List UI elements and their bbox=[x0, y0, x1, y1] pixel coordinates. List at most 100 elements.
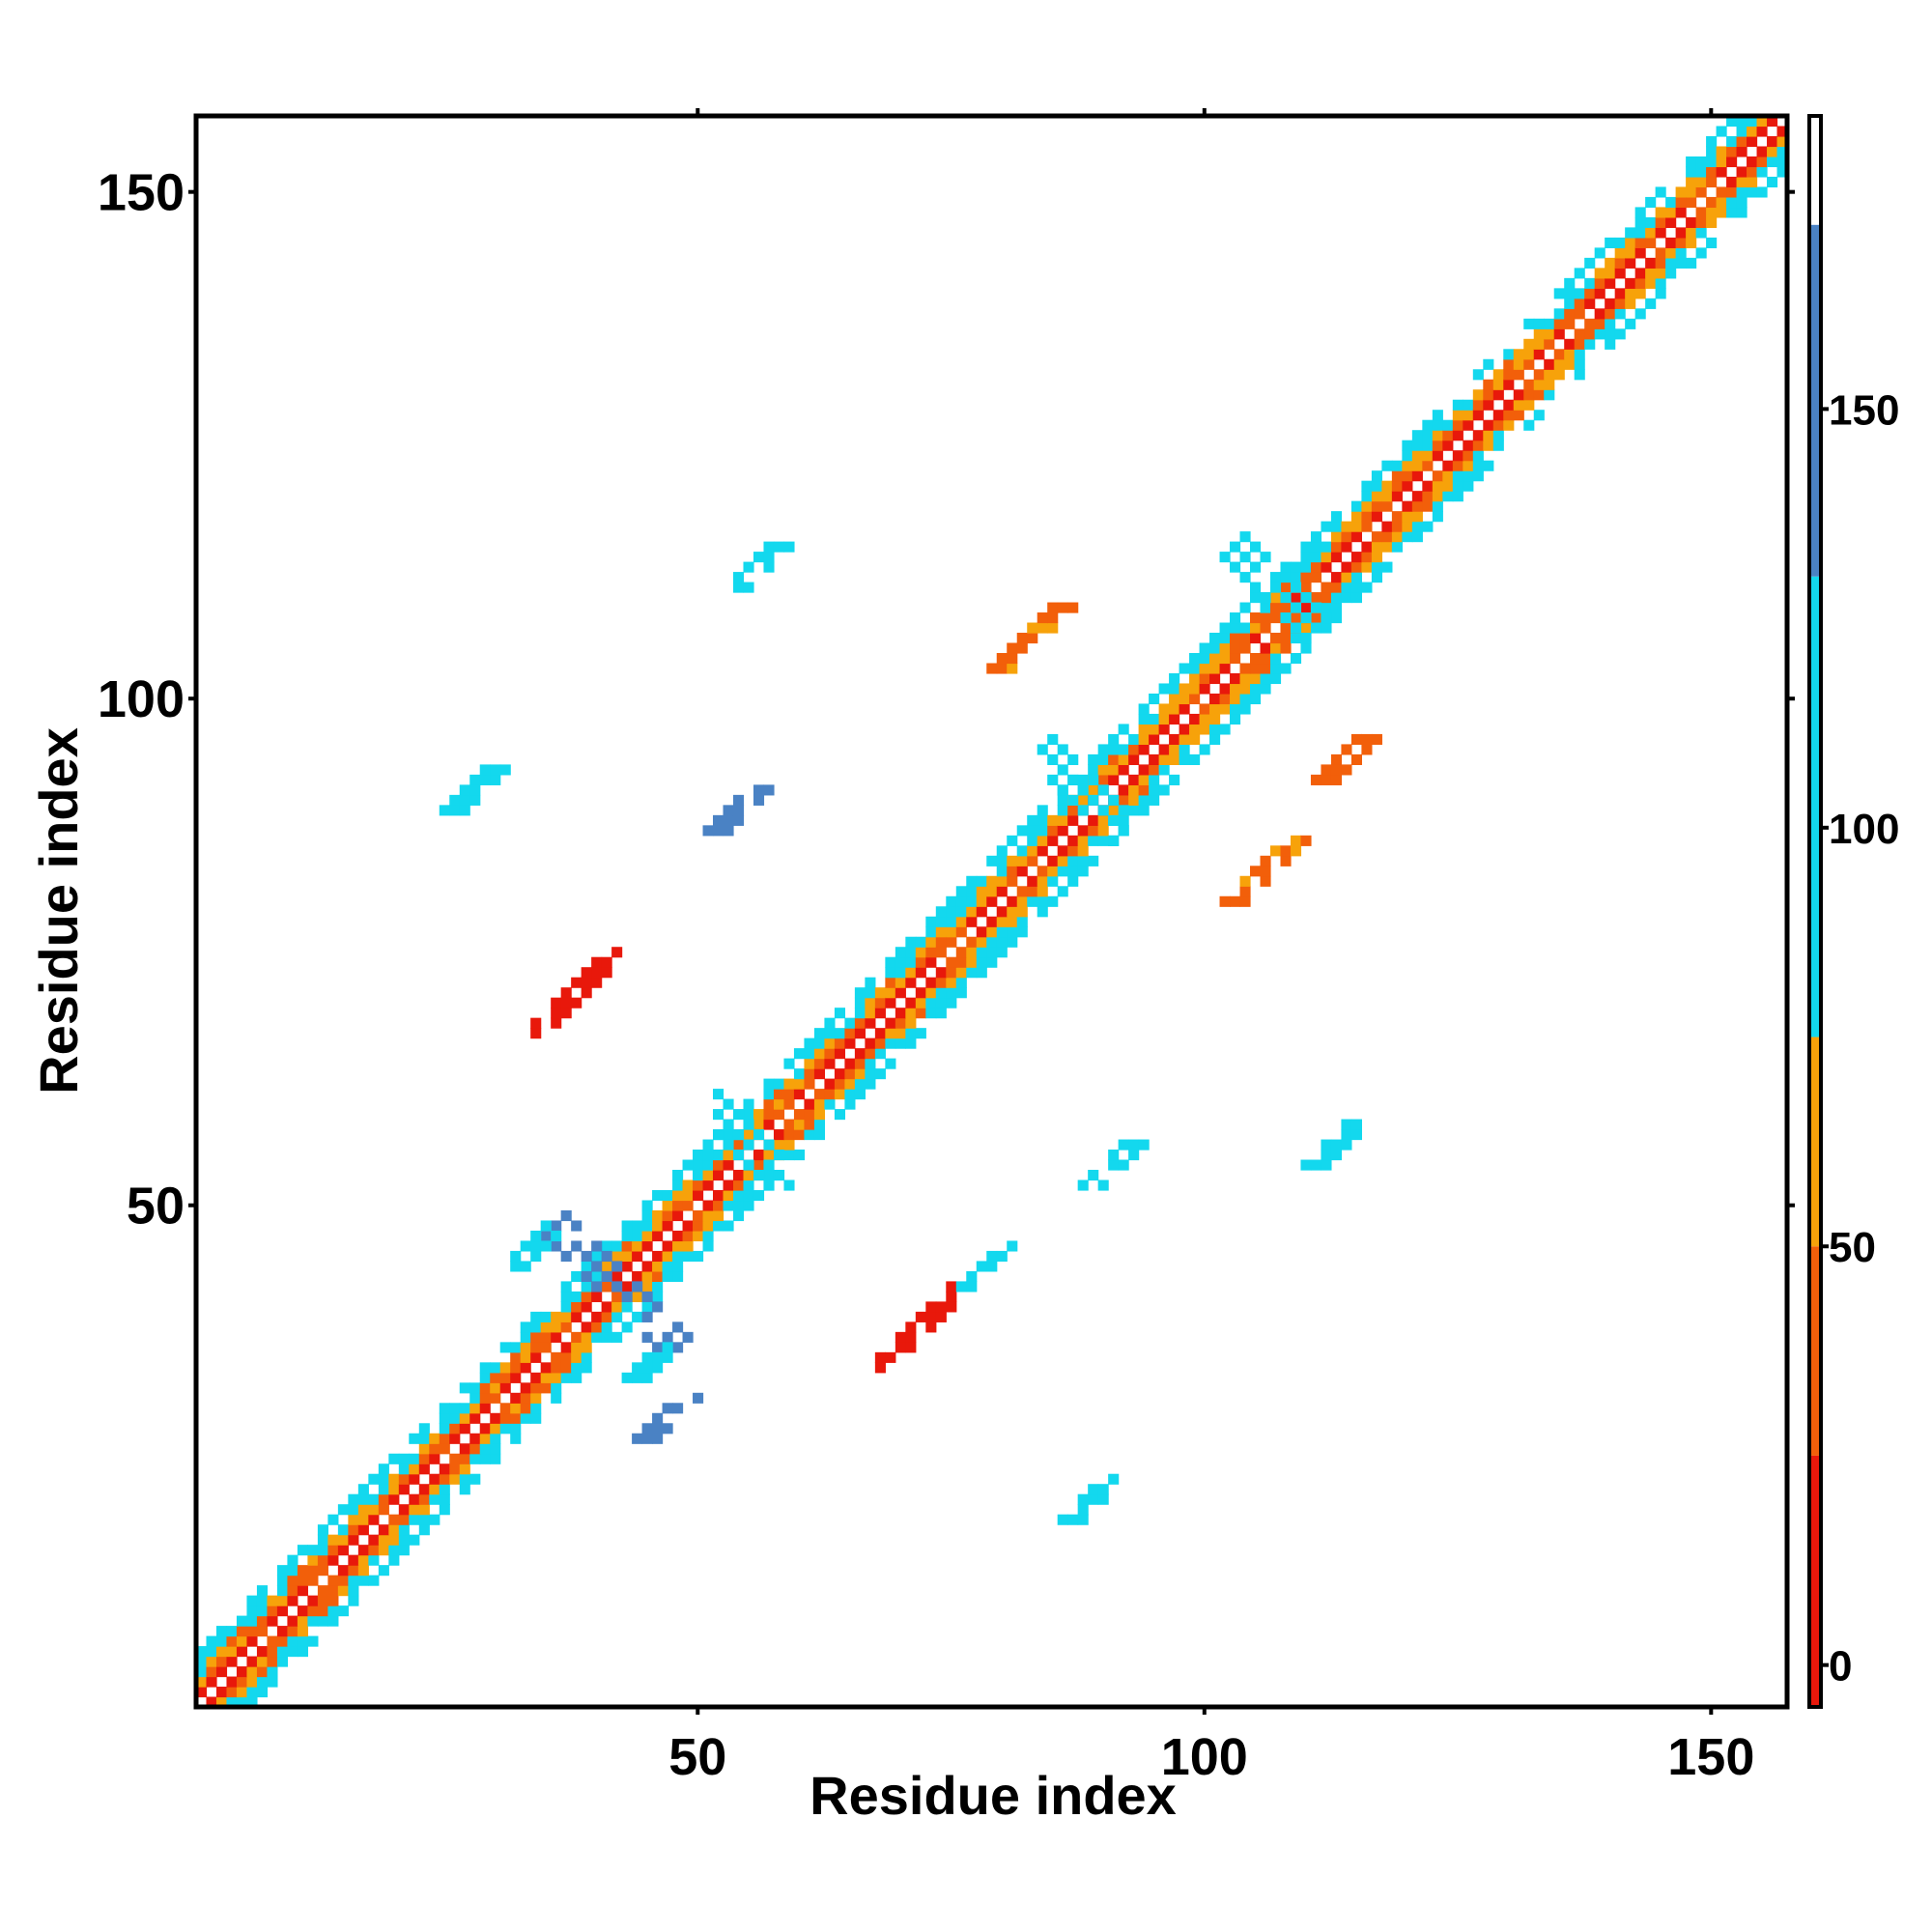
heatmap-cell bbox=[560, 987, 572, 999]
heatmap-cell bbox=[1097, 805, 1109, 816]
heatmap-cell bbox=[804, 1078, 815, 1090]
heatmap-cell bbox=[571, 1342, 582, 1353]
heatmap-cell bbox=[804, 1109, 815, 1121]
heatmap-cell bbox=[368, 1514, 380, 1525]
colorbar-tick-label: 50 bbox=[1829, 1224, 1876, 1271]
heatmap-cell bbox=[601, 956, 612, 968]
heatmap-cell bbox=[1300, 633, 1312, 644]
heatmap-cell bbox=[388, 1453, 400, 1464]
heatmap-cell bbox=[1037, 805, 1048, 816]
heatmap-cell bbox=[702, 1230, 714, 1242]
heatmap-cell bbox=[955, 947, 967, 958]
heatmap-cell bbox=[1361, 511, 1373, 523]
heatmap-cell bbox=[763, 1170, 775, 1181]
heatmap-cell bbox=[1179, 703, 1190, 715]
heatmap-cell bbox=[1544, 389, 1555, 401]
heatmap-cell bbox=[1230, 683, 1241, 695]
heatmap-cell bbox=[1726, 176, 1738, 188]
heatmap-cell bbox=[1614, 288, 1626, 299]
heatmap-cell bbox=[804, 1037, 815, 1049]
heatmap-cell bbox=[935, 947, 947, 958]
heatmap-cell bbox=[1695, 176, 1707, 188]
heatmap-cell bbox=[1767, 135, 1778, 148]
heatmap-cell bbox=[732, 1139, 745, 1151]
heatmap-cell bbox=[641, 1261, 653, 1272]
heatmap-cell bbox=[1645, 298, 1657, 309]
heatmap-cell bbox=[256, 1585, 269, 1597]
heatmap-cell bbox=[1767, 176, 1778, 188]
heatmap-cell bbox=[713, 1200, 724, 1211]
heatmap-cell bbox=[1077, 825, 1089, 837]
heatmap-cell bbox=[986, 1261, 998, 1272]
heatmap-cell bbox=[966, 936, 978, 948]
heatmap-cell bbox=[1219, 693, 1231, 705]
heatmap-cell bbox=[1350, 1119, 1362, 1130]
heatmap-cell bbox=[327, 1575, 339, 1586]
heatmap-cell bbox=[723, 1150, 734, 1161]
heatmap-cell bbox=[287, 1585, 298, 1597]
heatmap-cell bbox=[1452, 470, 1463, 482]
heatmap-cell bbox=[591, 1250, 603, 1263]
heatmap-cell bbox=[1452, 450, 1463, 462]
heatmap-cell bbox=[1260, 642, 1271, 654]
heatmap-cell bbox=[1239, 602, 1251, 613]
heatmap-cell bbox=[1371, 480, 1382, 492]
x-tick-label: 100 bbox=[1161, 1728, 1248, 1786]
heatmap-cell bbox=[1341, 541, 1352, 553]
heatmap-cell bbox=[905, 956, 917, 968]
heatmap-cell bbox=[1138, 784, 1150, 796]
heatmap-cell bbox=[1381, 541, 1393, 553]
heatmap-cell bbox=[996, 926, 1008, 938]
y-tick-label: 100 bbox=[98, 670, 185, 728]
heatmap-cell bbox=[793, 1129, 806, 1141]
heatmap-cell bbox=[378, 1484, 389, 1495]
heatmap-cell bbox=[1411, 440, 1423, 451]
heatmap-cell bbox=[1138, 764, 1150, 776]
heatmap-cell bbox=[388, 1545, 400, 1556]
heatmap-cell bbox=[1057, 744, 1068, 755]
heatmap-cell bbox=[1655, 277, 1666, 289]
heatmap-cell bbox=[206, 1635, 217, 1647]
heatmap-cell bbox=[368, 1493, 380, 1505]
heatmap-cell bbox=[591, 1321, 603, 1333]
heatmap-cell bbox=[1655, 268, 1666, 279]
heatmap-cell bbox=[1108, 1159, 1120, 1171]
heatmap-cell bbox=[946, 977, 957, 988]
heatmap-cell bbox=[1716, 166, 1727, 178]
heatmap-cell bbox=[1706, 237, 1718, 248]
heatmap-cell bbox=[1016, 906, 1028, 918]
heatmap-cell bbox=[1077, 805, 1089, 816]
heatmap-cell bbox=[1158, 784, 1170, 796]
y-tick-label: 150 bbox=[98, 164, 185, 222]
heatmap-cell bbox=[713, 814, 724, 826]
heatmap-cell bbox=[1199, 652, 1210, 665]
heatmap-cell bbox=[662, 1189, 673, 1202]
heatmap-cell bbox=[490, 1382, 501, 1394]
heatmap-cell bbox=[1503, 349, 1515, 360]
heatmap-cell bbox=[1179, 753, 1190, 765]
heatmap-cell bbox=[865, 997, 876, 1009]
heatmap-cell bbox=[1411, 470, 1423, 482]
heatmap-cell bbox=[317, 1534, 328, 1546]
heatmap-cell bbox=[1330, 511, 1343, 523]
heatmap-cell bbox=[753, 1109, 765, 1121]
heatmap-cell bbox=[469, 784, 481, 796]
heatmap-cell bbox=[246, 1676, 258, 1688]
heatmap-cell bbox=[1574, 288, 1585, 299]
heatmap-cell bbox=[439, 1493, 450, 1505]
heatmap-cell bbox=[1584, 288, 1596, 299]
heatmap-cell bbox=[429, 1514, 440, 1525]
heatmap-cell bbox=[611, 1250, 623, 1263]
heatmap-cell bbox=[632, 1220, 643, 1232]
heatmap-cell bbox=[409, 1504, 420, 1516]
heatmap-cell bbox=[418, 1453, 430, 1464]
heatmap-cell bbox=[1706, 146, 1718, 157]
heatmap-cell bbox=[1250, 541, 1262, 553]
heatmap-cell bbox=[1391, 460, 1403, 471]
heatmap-cell bbox=[854, 987, 866, 999]
heatmap-cell bbox=[337, 1575, 349, 1586]
heatmap-cell bbox=[226, 1676, 238, 1688]
heatmap-cell bbox=[1675, 207, 1687, 218]
heatmap-cell bbox=[783, 1078, 795, 1090]
heatmap-cell bbox=[1665, 247, 1677, 259]
